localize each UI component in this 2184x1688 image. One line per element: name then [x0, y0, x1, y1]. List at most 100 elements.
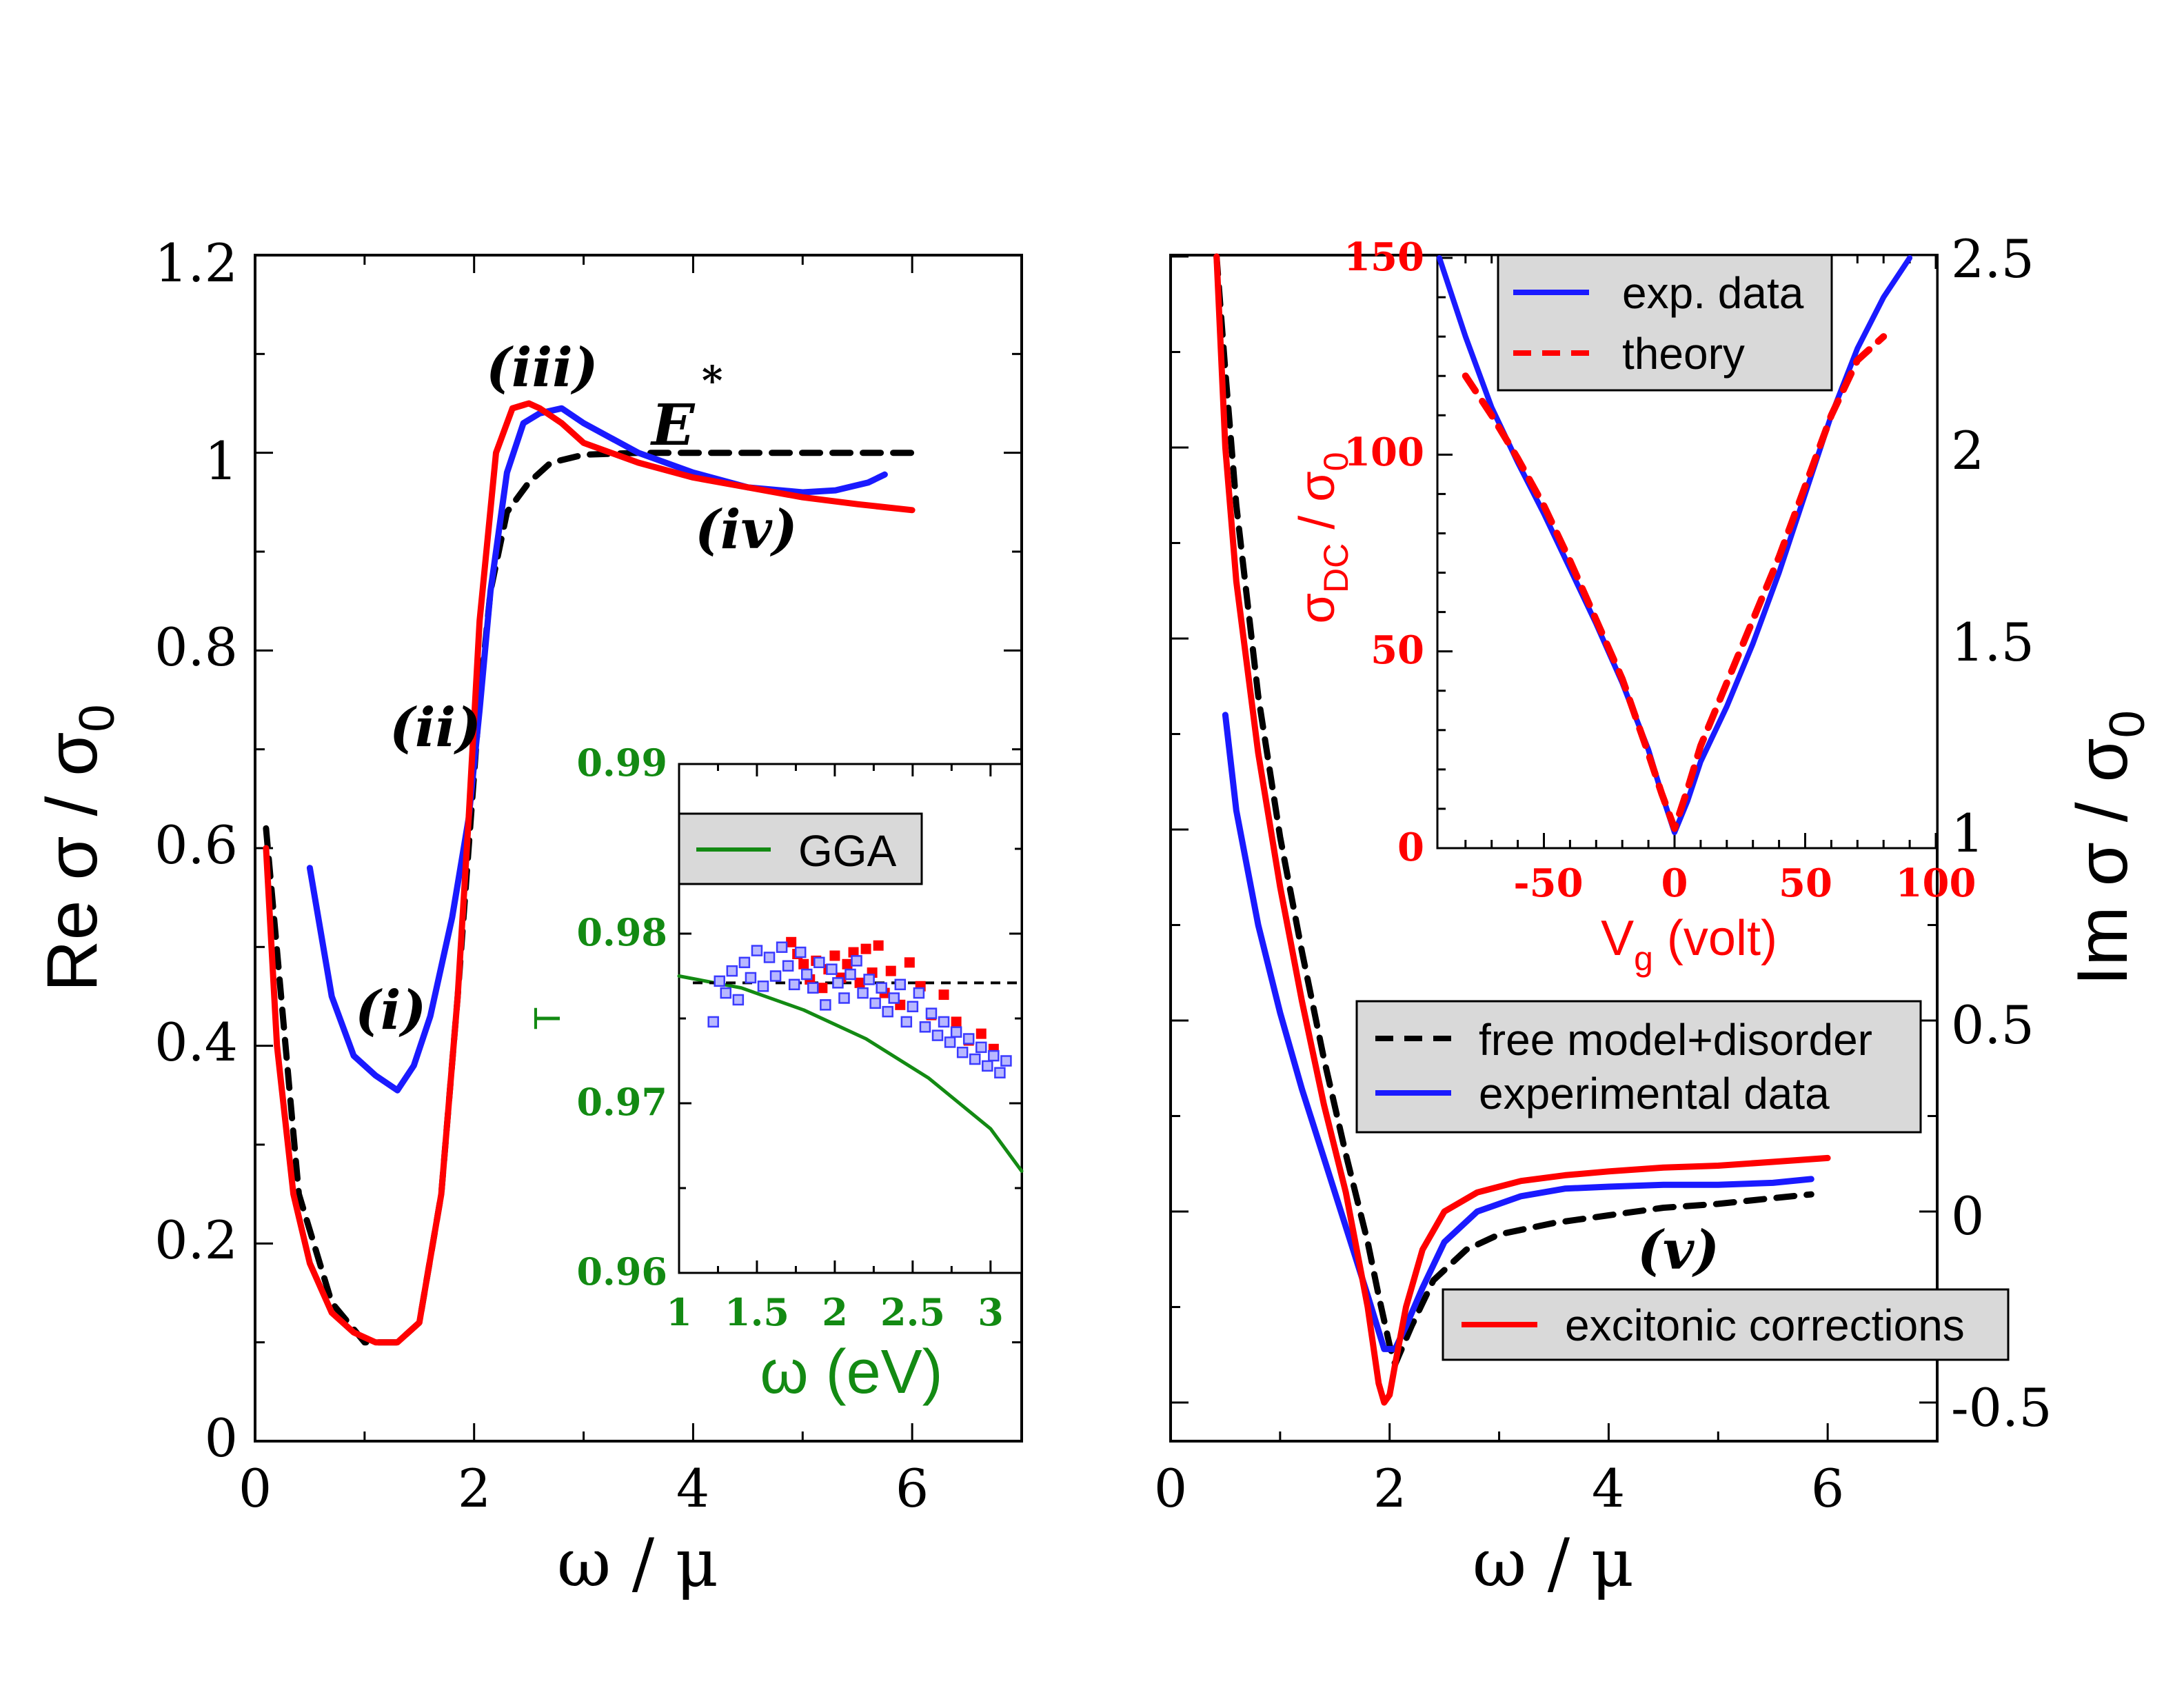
annotation-e-star: E: [650, 392, 696, 459]
inset-point-b: [751, 945, 763, 956]
inset-xtick-label: 2.5: [880, 1290, 945, 1334]
right-ytick-label: -0.5: [1951, 1377, 2052, 1438]
inset-point-a: [798, 958, 809, 969]
inset-point-a: [842, 958, 853, 969]
rinset-ytick-label: 100: [1344, 430, 1424, 475]
inset-point-b: [763, 952, 776, 963]
right-panel: -0.5 0 0.5 1 1.5 2 2.5 0 2 4 6 ω / μ Im …: [1154, 228, 2155, 1602]
inset-point-b: [732, 994, 745, 1006]
right-ytick-label: 2: [1951, 420, 1984, 481]
right-inset-series: [1436, 255, 1913, 836]
inset-point-b: [907, 1001, 919, 1013]
inset-point-b: [994, 1067, 1006, 1078]
inset-point-b: [894, 978, 907, 991]
inset-point-b: [738, 956, 751, 969]
right-xlabel: ω / μ: [1473, 1525, 1634, 1602]
rinset-legend-label-theory: theory: [1622, 329, 1745, 379]
annotation-i: (i): [355, 979, 426, 1042]
inset-point-b: [800, 968, 813, 981]
inset-point-a: [854, 977, 865, 988]
inset-ticks: [678, 763, 1022, 1274]
rinset-series-theory: [1462, 333, 1888, 832]
right-series-free-model-disorder: [1213, 253, 1814, 1368]
right-legend: free model+disorder experimental data ex…: [1355, 1000, 2010, 1361]
left-xtick-label: 0: [239, 1458, 272, 1519]
inset-ytick-label: 0.96: [576, 1249, 667, 1294]
right-ytick-label: 0: [1951, 1185, 1984, 1247]
inset-point-a: [885, 965, 896, 976]
right-series-experimental-data: [1222, 712, 1814, 1352]
right-xtick-label: 6: [1811, 1458, 1844, 1519]
rinset-ytick-label: 0: [1397, 825, 1424, 870]
inset-point-b: [944, 1036, 956, 1048]
right-series: [1213, 253, 1831, 1406]
right-ytick-label: 2.5: [1951, 228, 2034, 290]
inset-ytick-label: 0.99: [576, 741, 667, 785]
inset-point-b: [794, 946, 807, 958]
right-inset: exp. data theory 0 50 100 150 -50 0 50 1…: [1290, 234, 1976, 978]
inset-point-b: [838, 992, 850, 1004]
inset-point-a: [817, 983, 828, 994]
inset-point-b: [826, 963, 838, 975]
legend-label-exc: excitonic corrections: [1565, 1300, 1965, 1350]
left-xtick-label: 2: [458, 1458, 491, 1519]
left-ytick-label: 0: [205, 1407, 238, 1469]
inset-point-b: [863, 974, 875, 985]
inset-xlabel: ω (eV): [760, 1338, 942, 1407]
inset-point-a: [938, 989, 949, 1001]
rinset-xtick-label: 50: [1779, 861, 1832, 906]
inset-ytick-label: 0.97: [576, 1080, 667, 1124]
inset-point-b: [757, 981, 769, 992]
inset-point-b: [726, 965, 738, 977]
inset-point-b: [851, 955, 862, 967]
left-ylabel: Re σ / σ0: [32, 705, 125, 992]
inset-point-b: [956, 1046, 969, 1058]
inset-ylabel: T: [527, 1007, 568, 1030]
inset-legend-label: GGA: [798, 826, 897, 876]
inset-point-b: [925, 1007, 938, 1019]
left-panel: 0 0.2 0.4 0.6 0.8 1 1.2 0 2 4 6 ω / μ Re…: [32, 232, 1024, 1602]
inset-point-b: [813, 956, 825, 969]
rinset-xtick-label: -50: [1513, 861, 1583, 906]
inset-point-b: [900, 1016, 913, 1028]
inset-point-b: [888, 992, 900, 1004]
left-series-excitonic-corrections: [263, 400, 916, 1346]
inset-point-b: [913, 987, 925, 999]
inset-point-b: [714, 975, 725, 987]
annotation-iii: (iii): [486, 336, 598, 399]
rinset-ytick-label: 50: [1371, 627, 1424, 673]
inset-point-b: [982, 1060, 993, 1072]
inset-point-b: [962, 1033, 975, 1045]
inset-point-b: [876, 982, 887, 994]
right-ylabel: Im σ / σ0: [2063, 710, 2155, 986]
inset-xtick-label: 1.5: [725, 1290, 789, 1334]
rinset-ytick-label: 150: [1344, 234, 1424, 280]
inset-point-b: [720, 987, 732, 999]
inset-point-b: [745, 972, 757, 984]
inset-point-b: [938, 1016, 950, 1028]
inset-point-b: [1000, 1055, 1012, 1067]
annotation-v: (v): [1637, 1219, 1719, 1282]
inset-point-b: [845, 968, 856, 981]
annotation-ii: (ii): [390, 696, 481, 759]
inset-xtick-label: 2: [822, 1290, 848, 1334]
inset-point-b: [975, 1041, 987, 1054]
left-ytick-label: 1: [205, 430, 238, 492]
left-ytick-label: 1.2: [154, 232, 238, 294]
inset-point-a: [786, 936, 797, 947]
inset-point-a: [975, 1028, 987, 1039]
inset-point-b: [776, 941, 788, 953]
rinset-xtick-label: 0: [1661, 861, 1688, 906]
annotation-iv: (iv): [695, 499, 798, 561]
inset-point-b: [988, 1049, 1000, 1062]
inset-point-b: [782, 960, 794, 972]
inset-point-b: [832, 977, 844, 989]
inset-point-b: [788, 978, 800, 991]
annotation-star: *: [702, 357, 722, 404]
inset-point-b: [769, 970, 782, 982]
inset-point-a: [951, 1016, 962, 1027]
right-ytick-label: 1.5: [1951, 612, 2034, 673]
left-series: [263, 400, 916, 1346]
rinset-xtick-label: 100: [1896, 861, 1976, 906]
